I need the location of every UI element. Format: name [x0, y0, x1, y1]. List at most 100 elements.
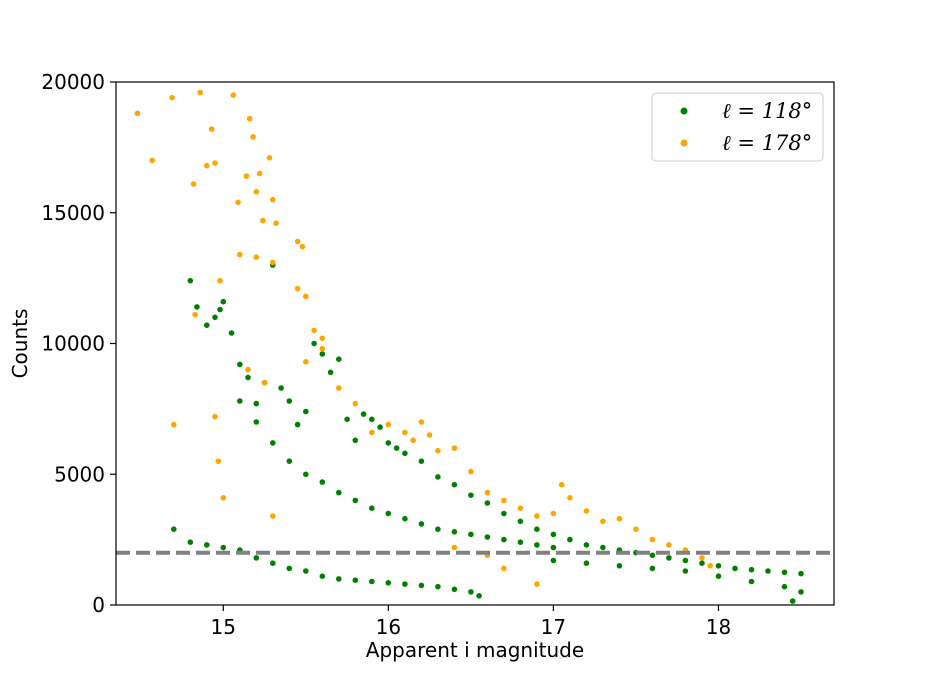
data-point-series-1-20 [336, 356, 342, 363]
data-point-series-2-10 [230, 92, 236, 98]
data-point-series-2-8 [212, 160, 218, 166]
data-point-series-2-4 [190, 181, 197, 187]
data-point-series-1-70 [517, 539, 524, 545]
data-point-series-1-55 [270, 440, 276, 446]
y-axis: 0 5000 10000 15000 20000 [41, 70, 116, 617]
data-point-series-2-60 [616, 515, 623, 522]
y-tick-label-4: 15000 [41, 201, 105, 225]
data-point-series-1-18 [319, 351, 326, 357]
legend-label-series-2: ℓ = 178° [722, 131, 812, 155]
data-point-series-1-35 [517, 518, 524, 525]
data-point-series-1-58 [319, 479, 326, 485]
data-point-series-2-13 [246, 115, 253, 122]
data-point-series-2-68 [501, 565, 507, 572]
data-point-series-1-85 [369, 578, 375, 585]
data-point-series-1-23 [360, 411, 367, 417]
data-point-series-1-93 [550, 557, 557, 564]
data-point-series-1-15 [294, 421, 301, 428]
data-point-series-1-19 [327, 369, 334, 376]
data-point-series-1-90 [451, 586, 458, 593]
data-point-series-1-86 [385, 580, 392, 586]
data-point-series-2-70 [451, 544, 458, 551]
data-point-series-2-54 [534, 513, 540, 519]
data-point-series-1-61 [369, 505, 375, 512]
data-point-series-2-2 [149, 157, 156, 164]
data-point-series-1-92 [476, 593, 482, 599]
data-point-series-2-21 [294, 238, 301, 245]
data-point-series-2-57 [567, 495, 573, 501]
data-point-series-1-29 [418, 458, 425, 465]
x-tick-label-2: 16 [376, 615, 401, 639]
data-point-series-1-71 [534, 542, 540, 548]
data-point-series-1-69 [501, 536, 507, 543]
y-axis-label: Counts [8, 309, 32, 379]
data-point-series-1-74 [187, 539, 194, 545]
data-point-series-2-35 [245, 366, 251, 373]
points-layer [134, 89, 804, 604]
x-tick-label-3: 17 [541, 615, 566, 639]
data-point-series-1-62 [385, 510, 392, 517]
data-point-series-2-62 [649, 536, 656, 543]
data-point-series-1-26 [385, 440, 392, 446]
data-point-series-1-89 [435, 583, 441, 590]
data-point-series-1-4 [212, 314, 218, 321]
data-point-series-1-34 [501, 510, 507, 517]
data-point-series-2-36 [261, 379, 268, 386]
y-tick-label-1: 0 [92, 593, 105, 617]
y-tick-label-2: 5000 [54, 462, 105, 486]
data-point-series-1-87 [402, 581, 408, 587]
data-point-series-1-45 [682, 557, 689, 564]
data-point-series-2-16 [260, 217, 266, 224]
data-point-series-1-14 [286, 398, 293, 404]
data-point-series-1-50 [765, 568, 771, 574]
data-point-series-1-81 [303, 568, 309, 574]
data-point-series-2-33 [253, 254, 260, 260]
data-point-series-2-53 [517, 505, 524, 512]
data-point-series-2-38 [303, 359, 309, 365]
y-tick-label-5: 20000 [41, 70, 105, 94]
data-point-series-2-24 [303, 293, 309, 300]
data-point-series-1-3 [204, 322, 210, 329]
data-point-series-2-31 [220, 495, 227, 501]
plot-background [116, 82, 834, 605]
data-point-series-2-15 [253, 189, 260, 195]
data-point-series-2-67 [534, 581, 540, 587]
data-point-series-2-65 [699, 555, 705, 561]
data-point-series-2-42 [369, 429, 375, 436]
data-point-series-1-10 [253, 400, 260, 407]
data-point-series-1-82 [319, 573, 326, 579]
data-point-series-1-7 [228, 330, 235, 336]
data-point-series-1-46 [699, 560, 705, 566]
data-point-series-1-67 [468, 531, 474, 538]
data-point-series-2-49 [451, 445, 458, 451]
data-point-series-2-18 [270, 196, 276, 203]
data-point-series-1-33 [484, 500, 491, 506]
data-point-series-1-36 [534, 526, 540, 532]
data-point-series-1-57 [303, 471, 309, 478]
legend-label-series-1: ℓ = 118° [722, 99, 812, 123]
data-point-series-2-25 [311, 327, 317, 334]
data-point-series-2-63 [666, 542, 672, 548]
data-point-series-1-52 [798, 570, 804, 577]
data-point-series-2-40 [336, 385, 342, 391]
data-point-series-1-21 [344, 416, 350, 423]
data-point-series-2-28 [192, 311, 198, 318]
data-point-series-1-1 [187, 277, 194, 284]
data-point-series-2-5 [197, 89, 203, 96]
data-point-series-2-50 [468, 468, 474, 475]
legend-marker-series-2 [680, 139, 688, 147]
data-point-series-1-54 [253, 419, 260, 425]
data-point-series-1-40 [600, 544, 606, 551]
data-point-series-1-8 [237, 361, 243, 368]
data-point-series-1-84 [352, 577, 359, 583]
data-point-series-1-78 [253, 555, 260, 561]
x-axis: 15 16 17 18 [211, 605, 731, 639]
data-point-series-2-12 [243, 173, 250, 179]
data-point-series-2-48 [435, 447, 441, 454]
data-point-series-1-68 [484, 534, 491, 540]
data-point-series-1-53 [237, 398, 243, 404]
data-point-series-2-58 [583, 508, 590, 514]
data-point-series-2-51 [484, 489, 491, 496]
data-point-series-1-56 [286, 458, 293, 465]
